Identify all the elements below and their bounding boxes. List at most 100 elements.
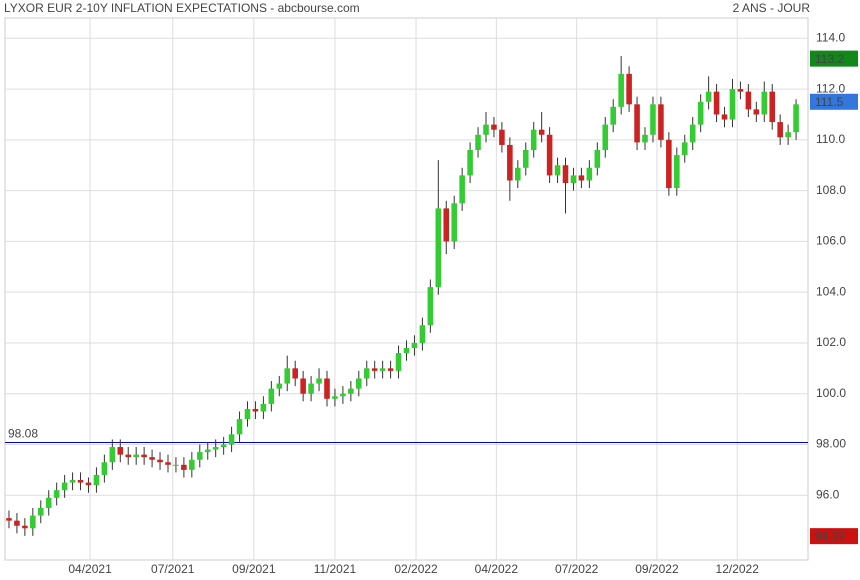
candle-body: [507, 144, 513, 181]
candle-body: [77, 480, 84, 483]
candle-body: [658, 104, 664, 140]
candle-body: [356, 378, 362, 389]
candle-body: [204, 449, 211, 453]
candle-body: [499, 129, 505, 145]
candle-body: [491, 124, 497, 130]
candle-body: [292, 368, 298, 379]
candle-body: [785, 132, 791, 138]
candle-body: [252, 408, 259, 412]
price-tag-label: 111.5: [815, 95, 844, 109]
candle-body: [157, 459, 163, 463]
y-tick-label: 110.0: [816, 132, 845, 146]
candle-body: [411, 342, 418, 349]
candle-body: [308, 383, 314, 394]
candle-body: [674, 155, 680, 189]
y-tick-label: 96.0: [816, 487, 840, 501]
candle-body: [125, 454, 132, 458]
x-tick-label: 09/2022: [635, 562, 679, 576]
candle-body: [515, 167, 521, 181]
candle-body: [109, 447, 116, 463]
candle-body: [14, 520, 20, 526]
candle-body: [379, 368, 386, 371]
candle-body: [745, 91, 752, 110]
candle-body: [777, 122, 783, 138]
candle-body: [268, 388, 275, 404]
candle-body: [260, 403, 267, 412]
candle-body: [133, 454, 139, 458]
candle-body: [363, 368, 370, 379]
candle-body: [681, 142, 688, 156]
price-tag-label: 94.39: [815, 529, 845, 543]
y-tick-label: 106.0: [816, 234, 846, 248]
candle-body: [562, 165, 569, 184]
candle-body: [395, 353, 402, 371]
x-tick-label: 11/2021: [314, 562, 357, 576]
candle-body: [189, 459, 195, 470]
candle-body: [761, 91, 768, 115]
candle-body: [37, 507, 44, 516]
x-tick-label: 09/2021: [232, 562, 276, 576]
y-tick-label: 108.0: [816, 183, 846, 197]
candle-body: [594, 150, 601, 168]
candle-body: [642, 134, 648, 143]
candle-body: [316, 378, 322, 384]
candle-body: [348, 388, 354, 394]
candle-body: [618, 73, 624, 107]
price-tag-label: 113.2: [815, 52, 844, 66]
price-tag: [810, 93, 858, 110]
candle-body: [419, 325, 426, 343]
candle-body: [729, 89, 736, 120]
price-tag: [810, 528, 858, 545]
candle-body: [793, 104, 799, 133]
candle-body: [340, 393, 346, 397]
candle-body: [69, 480, 76, 483]
candle-body: [689, 124, 696, 143]
candle-body: [300, 378, 306, 394]
chart-title: LYXOR EUR 2-10Y INFLATION EXPECTATIONS -…: [4, 1, 360, 15]
candle-body: [650, 104, 656, 135]
candle-body: [570, 175, 577, 184]
candle-body: [610, 106, 616, 125]
candle-body: [244, 408, 251, 420]
reference-label: 98.08: [8, 427, 38, 441]
candle-body: [197, 452, 203, 460]
candle-body: [220, 444, 227, 448]
candle-body: [554, 165, 561, 176]
candle-body: [769, 91, 776, 123]
candle-body: [101, 462, 108, 475]
plot-frame: [4, 17, 809, 561]
candle-body: [236, 419, 243, 435]
candle-body: [149, 457, 155, 460]
y-tick-label: 112.0: [816, 81, 845, 95]
candle-body: [6, 518, 12, 521]
candle-body: [371, 368, 378, 371]
candle-body: [467, 150, 473, 176]
candle-body: [546, 134, 553, 176]
candle-body: [427, 287, 434, 326]
y-tick-label: 104.0: [816, 284, 846, 298]
candle-body: [181, 464, 187, 470]
candle-body: [165, 462, 171, 465]
candle-body: [697, 101, 704, 125]
candle-body: [459, 175, 465, 204]
candle-body: [713, 91, 720, 115]
candle-body: [586, 167, 593, 181]
candle-body: [578, 175, 585, 181]
candle-body: [284, 368, 291, 384]
candle-body: [522, 150, 529, 168]
candle-body: [403, 348, 410, 354]
chart-subtitle: 2 ANS - JOUR: [733, 1, 811, 15]
candle-body: [30, 515, 36, 529]
candle-body: [451, 203, 457, 242]
candle-body: [721, 114, 728, 120]
candle-body: [626, 73, 632, 105]
x-tick-label: 04/2022: [475, 562, 519, 576]
candle-body: [22, 525, 28, 529]
candle-body: [530, 129, 537, 151]
candle-body: [475, 134, 481, 151]
candle-body: [228, 434, 235, 445]
x-tick-label: 12/2022: [716, 562, 760, 576]
candle-body: [753, 109, 760, 115]
x-tick-label: 07/2022: [555, 562, 599, 576]
